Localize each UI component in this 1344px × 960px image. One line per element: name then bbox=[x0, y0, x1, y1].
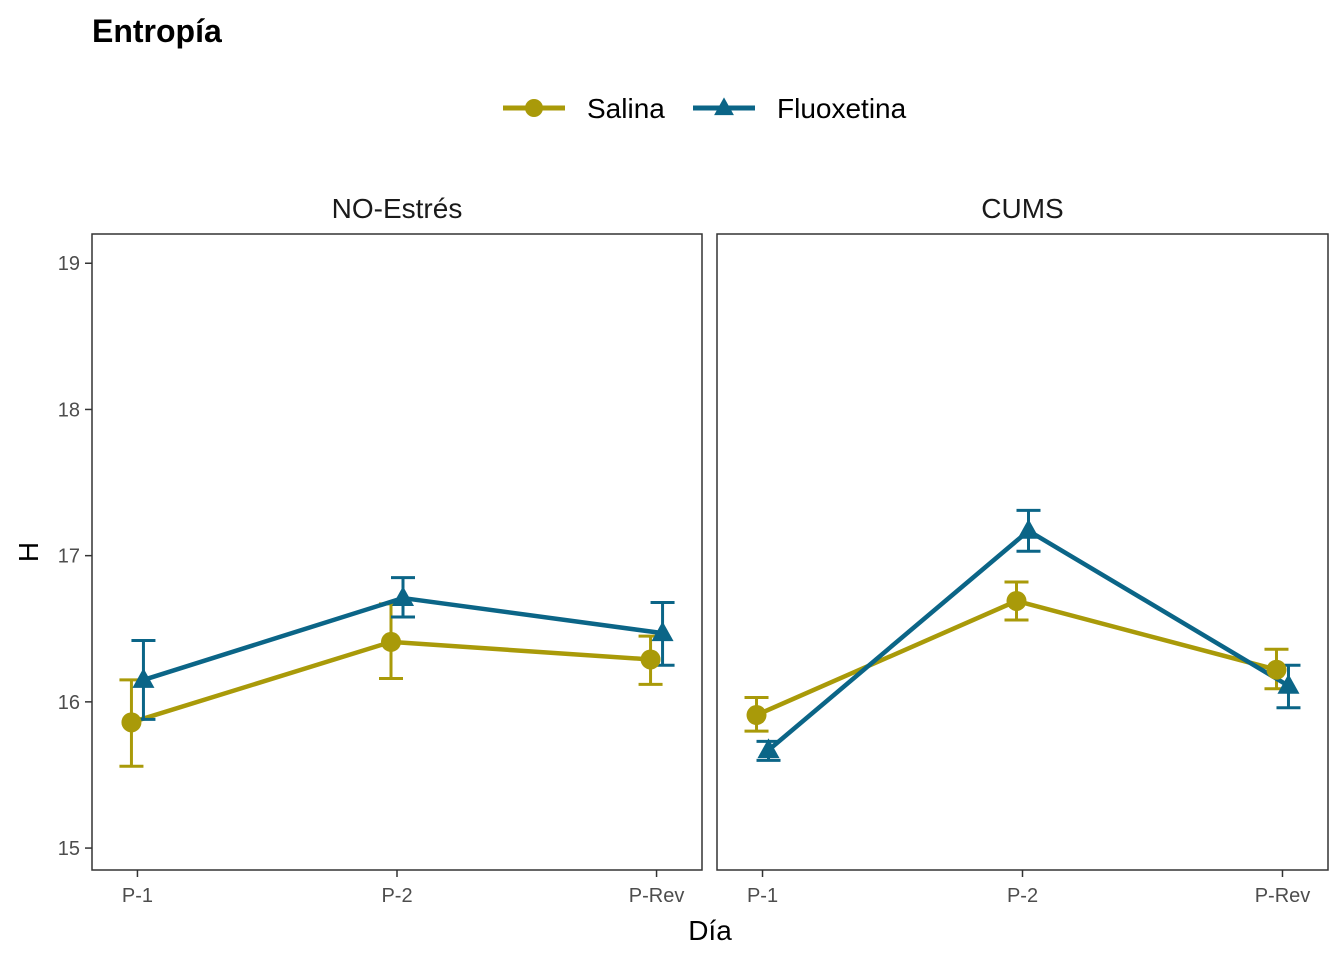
panel-frame bbox=[91, 233, 703, 871]
y-tick-label: 15 bbox=[58, 838, 80, 860]
y-axis-title: H bbox=[13, 542, 44, 562]
y-tick-label: 18 bbox=[58, 399, 80, 421]
legend-label: Salina bbox=[587, 93, 665, 124]
data-point-salina bbox=[1266, 659, 1287, 680]
data-point-salina bbox=[640, 649, 661, 670]
panels: NO-Estrés P-1 P-2 P-Rev 15 16 17 18 19 CUMS P-1 P-2… bbox=[58, 193, 1329, 907]
legend-item-salina: Salina bbox=[503, 93, 665, 124]
x-tick-label: P-1 bbox=[747, 885, 778, 907]
x-tick-label: P-Rev bbox=[629, 885, 685, 907]
x-tick-label: P-2 bbox=[381, 885, 412, 907]
x-tick-label: P-2 bbox=[1007, 885, 1038, 907]
legend-item-fluoxetina: Fluoxetina bbox=[693, 93, 907, 124]
panel-2: CUMS P-1 P-2 P-Rev bbox=[716, 193, 1329, 907]
panel-strip-label: CUMS bbox=[981, 193, 1063, 224]
data-point-salina bbox=[1006, 590, 1027, 611]
data-point-salina bbox=[381, 631, 401, 652]
x-tick-label: P-Rev bbox=[1255, 885, 1311, 907]
data-point-salina bbox=[121, 712, 142, 733]
data-point-fluoxetina bbox=[651, 621, 674, 642]
data-point-fluoxetina bbox=[132, 668, 155, 688]
data-point-fluoxetina bbox=[1017, 519, 1040, 539]
chart-title: Entropía bbox=[92, 13, 222, 49]
panel-1: NO-Estrés P-1 P-2 P-Rev 15 16 17 18 19 bbox=[58, 193, 703, 907]
legend-marker bbox=[525, 99, 543, 117]
data-point-fluoxetina bbox=[391, 586, 415, 607]
data-point-salina bbox=[746, 705, 767, 726]
x-tick-label: P-1 bbox=[122, 885, 153, 907]
legend: Salina Fluoxetina bbox=[503, 93, 907, 124]
y-tick-label: 16 bbox=[58, 692, 80, 714]
y-tick-label: 17 bbox=[58, 546, 80, 568]
data-point-fluoxetina bbox=[1277, 673, 1300, 694]
panel-strip-label: NO-Estrés bbox=[332, 193, 463, 224]
data-point-fluoxetina bbox=[757, 738, 780, 759]
legend-marker bbox=[714, 97, 734, 116]
legend-label: Fluoxetina bbox=[777, 93, 907, 124]
y-tick-label: 19 bbox=[58, 253, 80, 275]
x-axis-title: Día bbox=[688, 915, 732, 946]
